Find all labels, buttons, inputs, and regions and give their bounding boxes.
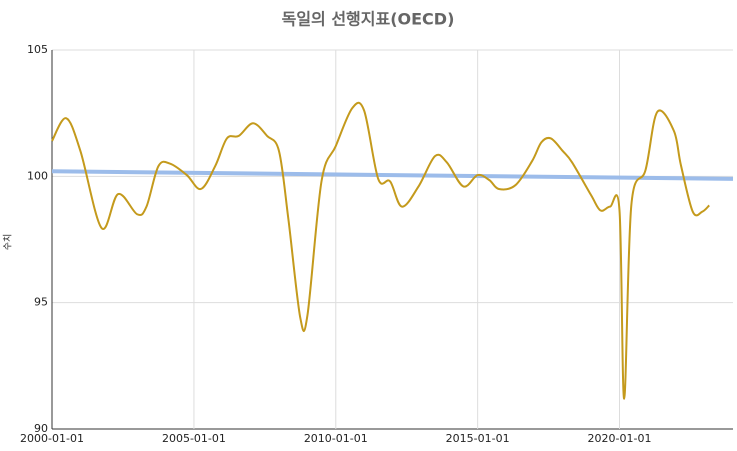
x-tick-label: 2020-01-01 xyxy=(588,432,652,445)
y-tick-label: 95 xyxy=(34,296,48,309)
y-axis-label: 수치 xyxy=(2,234,14,251)
y-tick-label: 100 xyxy=(27,169,48,182)
line xyxy=(51,169,734,181)
y-tick-label: 105 xyxy=(27,43,48,56)
x-tick-label: 2015-01-01 xyxy=(446,432,510,445)
chart-title: 독일의 선행지표(OECD) xyxy=(282,10,455,29)
x-tick-label: 2005-01-01 xyxy=(162,432,226,445)
y-tick-label: 90 xyxy=(34,422,48,435)
x-tick-label: 2000-01-01 xyxy=(20,432,84,445)
x-tick-label: 2010-01-01 xyxy=(304,432,368,445)
line xyxy=(51,101,710,400)
